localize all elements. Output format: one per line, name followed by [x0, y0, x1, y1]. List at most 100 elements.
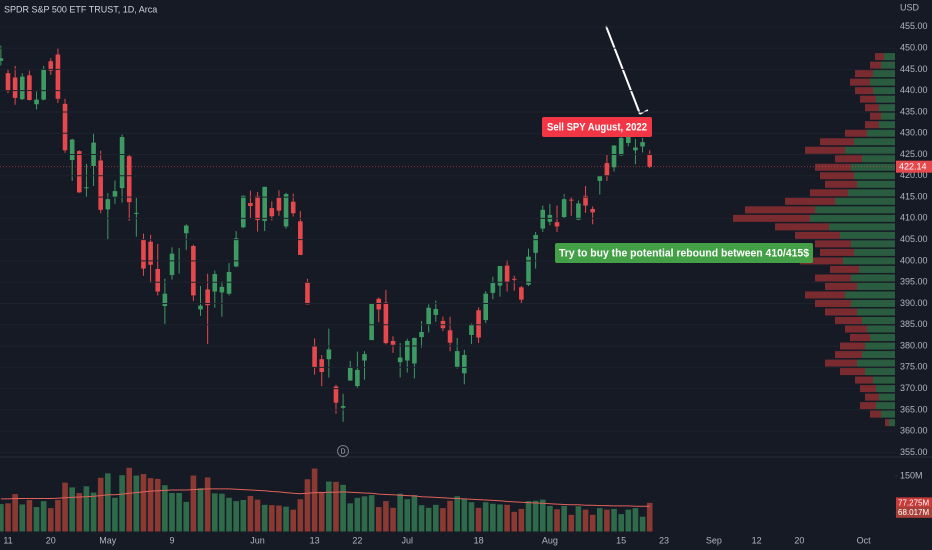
- volume-bar: [547, 505, 553, 532]
- candle-body: [590, 208, 595, 213]
- volume-bar: [105, 473, 111, 532]
- candle-body: [383, 302, 389, 344]
- x-tick-label: 18: [474, 535, 484, 545]
- profile-up: [870, 78, 895, 86]
- volume-bar: [632, 508, 639, 532]
- profile-down: [810, 189, 848, 197]
- profile-up: [884, 53, 895, 61]
- volume-bar: [211, 493, 218, 532]
- profile-down: [775, 223, 829, 231]
- profile-up: [854, 172, 895, 180]
- y-tick-label: 440.00: [900, 85, 928, 95]
- profile-down: [825, 282, 857, 290]
- candle-body: [0, 58, 4, 61]
- volume-bar: [347, 503, 354, 532]
- volume-bar: [219, 493, 225, 532]
- profile-down: [835, 351, 862, 359]
- candle-body: [155, 268, 161, 292]
- profile-up: [829, 223, 895, 231]
- profile-up: [865, 368, 895, 376]
- y-tick-label: 415.00: [900, 191, 928, 201]
- profile-down: [805, 146, 845, 154]
- candle-body: [69, 139, 75, 161]
- volume-bar: [140, 474, 147, 532]
- profile-up: [867, 325, 895, 333]
- volume-bar: [112, 497, 118, 532]
- candle-body: [112, 191, 118, 198]
- candle-body: [640, 142, 645, 147]
- candle-body: [312, 346, 317, 368]
- volume-bar: [354, 497, 361, 532]
- profile-down: [820, 138, 854, 146]
- volume-bar: [418, 505, 425, 532]
- profile-up: [876, 402, 895, 410]
- y-tick-label: 405.00: [900, 234, 928, 244]
- profile-down: [835, 155, 862, 163]
- volume-bar: [511, 511, 518, 532]
- candle-body: [219, 286, 225, 293]
- profile-down: [825, 180, 857, 188]
- volume-bar: [197, 488, 204, 532]
- chart-title: SPDR S&P 500 ETF TRUST, 1D, Arca: [4, 4, 157, 14]
- candle-body: [462, 354, 467, 374]
- volume-bar: [625, 509, 632, 532]
- volume-bar: [611, 508, 617, 532]
- profile-down: [845, 129, 867, 137]
- volume-bar: [276, 505, 282, 532]
- y-tick-label: 420.00: [900, 170, 928, 180]
- profile-up: [848, 189, 895, 197]
- profile-down: [840, 368, 865, 376]
- candle-body: [290, 201, 296, 214]
- volume-bar: [490, 503, 496, 532]
- x-tick-label: 20: [794, 535, 804, 545]
- last-price-label: 422.14: [899, 162, 927, 172]
- volume-bar: [447, 500, 453, 532]
- volume-bar: [19, 504, 26, 532]
- volume-bar: [12, 494, 18, 532]
- candle-body: [347, 366, 353, 381]
- candle-body: [412, 337, 417, 364]
- profile-down: [825, 359, 857, 367]
- candle-body: [568, 199, 574, 201]
- profile-down: [865, 393, 879, 401]
- candle-body: [540, 209, 546, 229]
- candle-body: [647, 154, 652, 167]
- profile-down: [815, 299, 851, 307]
- volume-bar: [55, 500, 61, 532]
- x-tick-label: Sep: [706, 535, 722, 545]
- volume-bar: [646, 502, 653, 532]
- profile-down: [785, 197, 835, 205]
- y-tick-label: 355.00: [900, 447, 928, 457]
- profile-down: [835, 317, 862, 325]
- volume-bar: [375, 507, 382, 532]
- candle-body: [212, 274, 218, 292]
- candle-body: [404, 340, 410, 361]
- volume-bar: [554, 509, 560, 532]
- volume-bar: [240, 500, 247, 532]
- candle-body: [397, 357, 403, 363]
- candle-body: [269, 208, 275, 217]
- candle-body: [255, 196, 260, 221]
- profile-up: [851, 163, 895, 171]
- candle-body: [62, 103, 68, 151]
- volume-bar: [604, 509, 610, 532]
- profile-up: [879, 393, 895, 401]
- profile-down: [820, 248, 854, 256]
- profile-up: [857, 282, 895, 290]
- candle-body: [198, 305, 203, 310]
- profile-down: [865, 121, 879, 129]
- volume-tick-label: 150M: [900, 470, 923, 480]
- y-tick-label: 395.00: [900, 277, 928, 287]
- candle-body: [77, 151, 82, 193]
- candle-body: [248, 203, 253, 207]
- candle-body: [205, 289, 210, 306]
- profile-down: [860, 385, 876, 393]
- candle-body: [27, 75, 32, 101]
- profile-up: [876, 385, 895, 393]
- volume-bar: [5, 503, 11, 532]
- candle-body: [148, 241, 153, 265]
- x-tick-label: Aug: [542, 535, 558, 545]
- volume-bar: [190, 475, 197, 532]
- volume-bar: [83, 486, 90, 532]
